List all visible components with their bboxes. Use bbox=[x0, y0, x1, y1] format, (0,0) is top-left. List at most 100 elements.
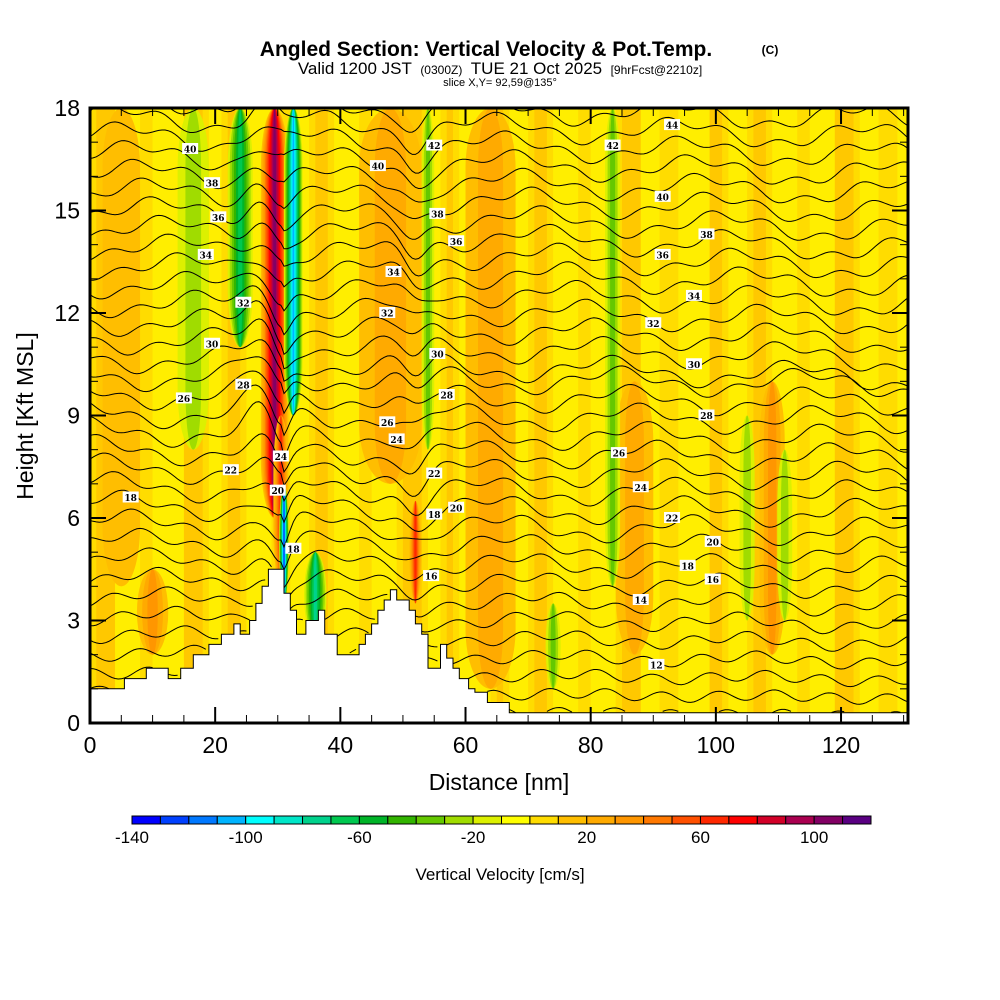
background-stripe bbox=[515, 108, 523, 723]
contour-label: 26 bbox=[175, 392, 192, 405]
contour-label-box bbox=[429, 207, 446, 219]
contour-label-text: 32 bbox=[647, 320, 660, 330]
colorbar-tick-label: -100 bbox=[229, 828, 263, 847]
contour-label: 40 bbox=[182, 143, 199, 156]
background-stripe bbox=[815, 108, 823, 723]
contour-label: 26 bbox=[610, 447, 627, 460]
background-stripe bbox=[528, 108, 535, 723]
contour-label-box bbox=[379, 307, 396, 318]
contour-label-text: 18 bbox=[287, 545, 300, 555]
contour-label-box bbox=[685, 289, 702, 301]
background-stripe bbox=[534, 108, 542, 723]
contour-label: 24 bbox=[632, 481, 649, 494]
contour-label: 34 bbox=[685, 289, 702, 302]
contour-label-box bbox=[632, 481, 649, 493]
contour-label-text: 20 bbox=[271, 487, 284, 497]
colorbar-segment bbox=[586, 815, 616, 825]
background-stripe bbox=[841, 108, 848, 723]
background-stripe bbox=[872, 108, 880, 723]
contour-label-text: 26 bbox=[381, 419, 394, 429]
contour-label: 32 bbox=[379, 307, 396, 320]
contour-label: 38 bbox=[429, 207, 446, 220]
pot-temp-contour bbox=[287, 98, 296, 99]
contour-label: 30 bbox=[429, 348, 446, 361]
contour-label-text: 36 bbox=[656, 251, 669, 261]
contour-label-text: 26 bbox=[178, 395, 191, 405]
background-stripe bbox=[553, 108, 560, 723]
pot-temp-contour bbox=[90, 489, 907, 533]
pot-temp-contour bbox=[90, 605, 250, 627]
colorbar-segment bbox=[785, 815, 815, 825]
pot-temp-contour bbox=[90, 644, 207, 662]
pot-temp-contour bbox=[487, 687, 907, 705]
updraft-band bbox=[374, 108, 407, 484]
colorbar-segment bbox=[159, 815, 190, 825]
x-tick-labels: 0 20 40 60 80 100 120 bbox=[84, 732, 861, 758]
downdraft-band bbox=[610, 108, 616, 587]
pot-temp-contour bbox=[296, 618, 303, 621]
background-stripe bbox=[809, 108, 817, 723]
pot-temp-contour bbox=[90, 121, 907, 174]
colorbar-tick-label: 100 bbox=[800, 828, 828, 847]
contour-label-text: 40 bbox=[656, 193, 669, 203]
contour-label-text: 12 bbox=[650, 661, 663, 671]
updraft-band bbox=[768, 381, 777, 655]
pot-temp-contour bbox=[415, 591, 907, 618]
contour-label-text: 34 bbox=[688, 292, 701, 302]
contour-label: 18 bbox=[679, 559, 696, 572]
contour-label-box bbox=[610, 447, 627, 459]
x-axis-label: Distance [nm] bbox=[429, 769, 570, 795]
pot-temp-contour bbox=[90, 666, 153, 680]
pot-temp-contour bbox=[90, 177, 907, 222]
contour-label-box bbox=[285, 542, 302, 554]
background-stripe bbox=[215, 108, 222, 723]
background-stripe bbox=[252, 108, 260, 723]
background-stripe bbox=[728, 108, 736, 723]
colorbar-segment bbox=[358, 815, 389, 825]
contour-label-text: 36 bbox=[450, 238, 463, 248]
contour-label-box bbox=[654, 190, 671, 202]
updraft-band bbox=[102, 108, 141, 587]
background-stripe bbox=[546, 108, 554, 723]
contour-label: 36 bbox=[210, 211, 227, 224]
contour-label: 16 bbox=[704, 573, 721, 586]
background-stripe bbox=[158, 108, 166, 723]
colorbar-segment bbox=[501, 815, 531, 825]
pot-temp-contour bbox=[452, 649, 907, 670]
contour-label-box bbox=[235, 378, 252, 390]
colorbar-segment bbox=[614, 815, 645, 825]
contour-label-box bbox=[632, 594, 649, 605]
background-stripe bbox=[803, 108, 811, 723]
pot-temp-contour bbox=[90, 356, 907, 398]
pot-temp-contour bbox=[90, 140, 907, 190]
background-stripe bbox=[152, 108, 160, 723]
pot-temp-contour bbox=[90, 547, 272, 575]
contour-label-box bbox=[175, 392, 192, 404]
contour-label: 40 bbox=[654, 190, 671, 203]
pot-temp-contour bbox=[349, 648, 357, 654]
pot-temp-contour bbox=[90, 471, 907, 516]
colorbar-tick-label: 60 bbox=[691, 828, 710, 847]
pot-temp-contour bbox=[662, 709, 679, 712]
contour-label-box bbox=[426, 139, 443, 151]
valid-time-line: Valid 1200 JST (0300Z) TUE 21 Oct 2025 [… bbox=[298, 59, 702, 78]
contour-label: 16 bbox=[423, 570, 440, 583]
contour-label-box bbox=[654, 248, 671, 260]
valid-date: TUE 21 Oct 2025 bbox=[471, 59, 602, 78]
contour-label: 28 bbox=[698, 409, 715, 422]
contour-label-text: 16 bbox=[706, 576, 719, 586]
pot-temp-contour bbox=[90, 384, 907, 437]
background-stripe bbox=[797, 108, 804, 723]
contour-label: 44 bbox=[664, 119, 681, 132]
colorbar-tick-label: 20 bbox=[577, 828, 596, 847]
chart-title: Angled Section: Vertical Velocity & Pot.… bbox=[260, 38, 712, 61]
background-stripe bbox=[659, 108, 667, 723]
contour-label: 36 bbox=[654, 248, 671, 261]
background-stripe bbox=[790, 108, 798, 723]
downdraft-band bbox=[292, 108, 295, 416]
background-stripe bbox=[334, 108, 341, 723]
colorbar-segment bbox=[699, 815, 730, 825]
pot-temp-contour bbox=[509, 709, 516, 714]
contour-label: 24 bbox=[388, 433, 405, 446]
contour-label: 18 bbox=[285, 542, 302, 555]
